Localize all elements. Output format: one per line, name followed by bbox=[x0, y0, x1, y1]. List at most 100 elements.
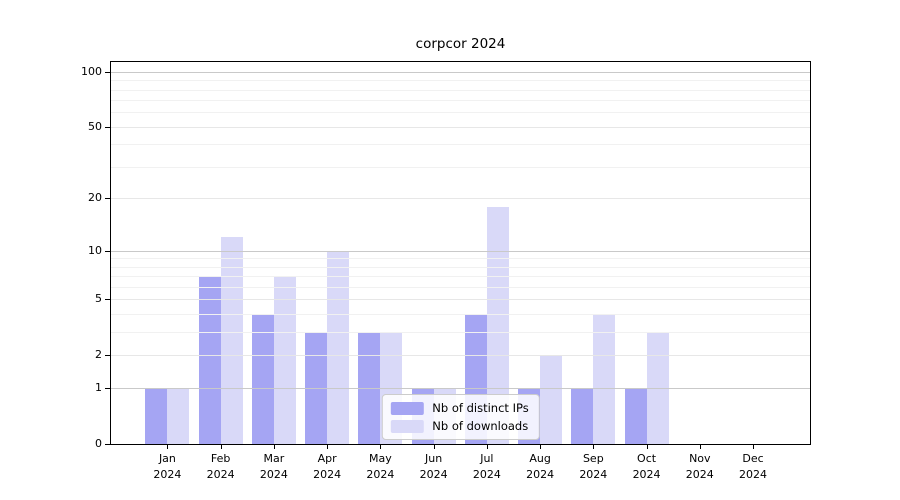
x-tick-label-line: 2024 bbox=[472, 468, 501, 481]
y-tick-label: 5 bbox=[95, 292, 102, 306]
x-tick-label: Sep 2024 bbox=[563, 451, 623, 483]
y-tick-label: 0 bbox=[95, 437, 102, 450]
bar-downloads bbox=[327, 250, 350, 444]
grid-line-minor bbox=[111, 314, 810, 316]
grid-line-minor bbox=[111, 276, 810, 278]
x-tick bbox=[433, 445, 435, 449]
grid-line-minor bbox=[111, 287, 810, 289]
x-tick-label-line: 2024 bbox=[366, 468, 395, 481]
x-tick-label-line: Jun bbox=[425, 452, 443, 465]
x-tick-label: May 2024 bbox=[350, 451, 410, 483]
bar-downloads bbox=[486, 206, 509, 444]
x-tick-label-line: 2024 bbox=[579, 468, 608, 481]
x-tick-label-line: Aug bbox=[529, 452, 551, 465]
x-tick-label-line: 2024 bbox=[685, 468, 714, 481]
x-tick-label: Aug 2024 bbox=[510, 451, 570, 483]
x-tick bbox=[220, 445, 222, 449]
grid-line-minor bbox=[111, 100, 810, 102]
y-tick-label: 10 bbox=[88, 243, 102, 257]
x-tick bbox=[593, 445, 595, 449]
grid-line-decade bbox=[111, 71, 810, 73]
x-tick-label-line: Apr bbox=[317, 452, 337, 465]
x-tick-label-line: Sep bbox=[582, 452, 604, 465]
bar-distinct-ips bbox=[198, 276, 221, 444]
x-tick bbox=[486, 445, 488, 449]
grid-line-minor bbox=[111, 167, 810, 169]
x-tick bbox=[699, 445, 701, 449]
x-tick-label-line: Feb bbox=[210, 452, 231, 465]
legend-swatch-distinct-ips bbox=[390, 401, 424, 415]
chart-title: corpcor 2024 bbox=[415, 36, 506, 52]
grid-line-major bbox=[111, 126, 810, 128]
bar-downloads bbox=[273, 276, 296, 444]
grid-line-major bbox=[111, 198, 810, 200]
y-tick bbox=[105, 198, 110, 200]
bar-distinct-ips bbox=[624, 388, 647, 444]
x-tick bbox=[540, 445, 542, 449]
x-tick-label-line: 2024 bbox=[419, 468, 448, 481]
legend-label: Nb of distinct IPs bbox=[432, 401, 529, 415]
x-tick bbox=[273, 445, 275, 449]
x-tick bbox=[646, 445, 648, 449]
y-tick bbox=[105, 355, 110, 357]
x-tick-label-line: 2024 bbox=[739, 468, 768, 481]
x-tick-label-line: 2024 bbox=[259, 468, 288, 481]
grid-line-major bbox=[111, 299, 810, 301]
grid-line-decade bbox=[111, 250, 810, 252]
x-tick-label: Dec 2024 bbox=[723, 451, 783, 483]
x-tick bbox=[753, 445, 755, 449]
x-tick-label: Apr 2024 bbox=[297, 451, 357, 483]
x-tick bbox=[327, 445, 329, 449]
x-tick-label-line: May bbox=[369, 452, 392, 465]
bar-distinct-ips bbox=[145, 388, 168, 444]
y-tick bbox=[105, 71, 110, 73]
bar-downloads bbox=[593, 314, 616, 444]
bar-downloads bbox=[167, 388, 190, 444]
bar-downloads bbox=[540, 355, 563, 444]
x-tick-label-line: Dec bbox=[742, 452, 764, 465]
x-tick-label-line: Nov bbox=[689, 452, 711, 465]
x-tick-label-line: Jul bbox=[480, 452, 494, 465]
x-tick-label-line: 2024 bbox=[632, 468, 661, 481]
y-tick-label: 1 bbox=[95, 381, 102, 395]
x-tick-label: Jun 2024 bbox=[404, 451, 464, 483]
x-tick-label: Nov 2024 bbox=[670, 451, 730, 483]
grid-line-minor bbox=[111, 266, 810, 268]
legend-label: Nb of downloads bbox=[432, 419, 529, 433]
x-tick bbox=[167, 445, 169, 449]
y-tick-label: 100 bbox=[81, 64, 102, 78]
x-tick-label: Jan 2024 bbox=[137, 451, 197, 483]
y-tick-label: 20 bbox=[88, 191, 102, 205]
y-tick bbox=[105, 250, 110, 252]
y-tick-label: 2 bbox=[95, 348, 102, 362]
bar-distinct-ips bbox=[251, 314, 274, 444]
grid-line-decade bbox=[111, 388, 810, 390]
y-tick bbox=[105, 388, 110, 390]
y-tick bbox=[105, 299, 110, 301]
bar-downloads bbox=[220, 237, 243, 444]
x-tick bbox=[380, 445, 382, 449]
legend-item: Nb of downloads bbox=[390, 419, 528, 433]
y-tick-label: 50 bbox=[88, 119, 102, 133]
x-tick-label: Jul 2024 bbox=[457, 451, 517, 483]
x-tick-label-line: 2024 bbox=[313, 468, 342, 481]
x-tick-label: Oct 2024 bbox=[617, 451, 677, 483]
x-tick-label-line: 2024 bbox=[153, 468, 182, 481]
x-tick-label: Mar 2024 bbox=[244, 451, 304, 483]
x-tick-label-line: 2024 bbox=[526, 468, 555, 481]
legend-swatch-downloads bbox=[390, 419, 424, 433]
x-tick-label-line: Jan bbox=[158, 452, 176, 465]
legend-item: Nb of distinct IPs bbox=[390, 401, 529, 415]
x-tick-label-line: 2024 bbox=[206, 468, 235, 481]
x-tick-label-line: Mar bbox=[263, 452, 285, 465]
grid-line-minor bbox=[111, 258, 810, 260]
grid-line-minor bbox=[111, 144, 810, 146]
x-tick-label-line: Oct bbox=[637, 452, 657, 465]
grid-line-minor bbox=[111, 332, 810, 334]
bar-distinct-ips bbox=[571, 388, 594, 444]
legend: Nb of distinct IPs Nb of downloads bbox=[381, 394, 540, 440]
y-tick bbox=[105, 126, 110, 128]
grid-line-minor bbox=[111, 89, 810, 91]
y-tick bbox=[105, 444, 110, 445]
